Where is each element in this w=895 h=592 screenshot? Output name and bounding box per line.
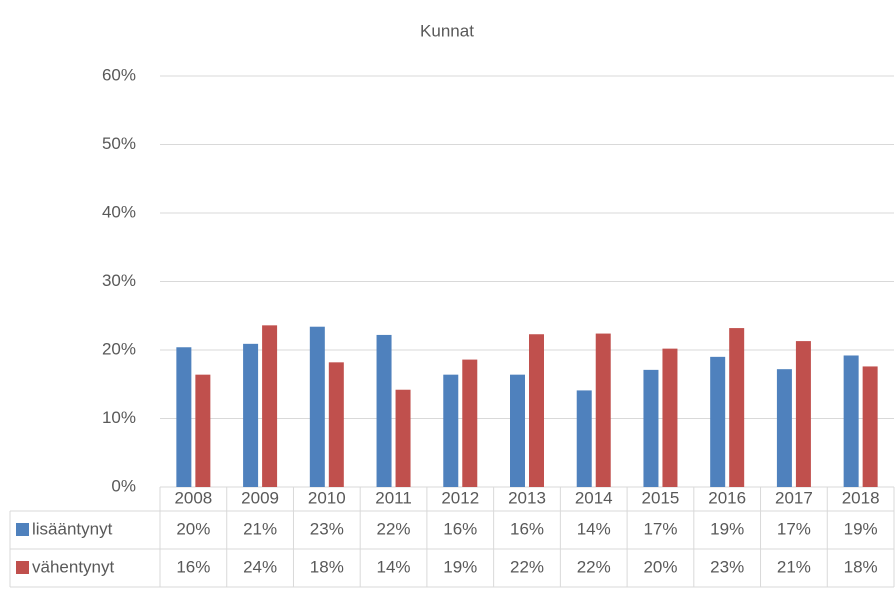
table-value: 21% — [243, 519, 277, 538]
legend-key — [16, 561, 29, 574]
bar — [776, 369, 792, 487]
y-tick-label: 40% — [102, 202, 136, 221]
y-tick-label: 50% — [102, 134, 136, 153]
table-value: 23% — [710, 557, 744, 576]
table-value: 22% — [577, 557, 611, 576]
y-tick-label: 30% — [102, 271, 136, 290]
bar — [309, 326, 325, 487]
bar — [662, 348, 678, 487]
x-tick-label: 2008 — [174, 488, 212, 507]
table-value: 22% — [510, 557, 544, 576]
table-value: 16% — [510, 519, 544, 538]
bar — [176, 347, 192, 487]
bar — [243, 343, 259, 487]
bar — [443, 374, 459, 487]
table-value: 14% — [577, 519, 611, 538]
y-tick-label: 20% — [102, 339, 136, 358]
bar — [595, 333, 611, 487]
table-value: 17% — [777, 519, 811, 538]
bar — [462, 359, 478, 487]
table-value: 20% — [176, 519, 210, 538]
table-value: 19% — [443, 557, 477, 576]
table-value: 23% — [310, 519, 344, 538]
x-tick-label: 2017 — [775, 488, 813, 507]
bar — [529, 334, 544, 487]
x-tick-label: 2009 — [241, 488, 279, 507]
bar — [576, 390, 592, 487]
bar — [328, 362, 344, 487]
table-value: 16% — [443, 519, 477, 538]
x-tick-label: 2015 — [642, 488, 680, 507]
legend-label: vähentynyt — [32, 557, 114, 576]
table-value: 19% — [710, 519, 744, 538]
bar — [395, 389, 411, 487]
bar — [195, 374, 211, 487]
y-tick-label: 0% — [111, 476, 136, 495]
x-tick-label: 2011 — [375, 488, 412, 507]
bar — [510, 374, 525, 487]
x-tick-label: 2018 — [842, 488, 880, 507]
bar — [729, 328, 745, 487]
y-tick-label: 10% — [102, 408, 136, 427]
bar — [376, 334, 392, 487]
x-tick-label: 2012 — [441, 488, 479, 507]
bar — [710, 356, 726, 487]
bar — [862, 366, 878, 487]
table-value: 24% — [243, 557, 277, 576]
table-value: 21% — [777, 557, 811, 576]
legend-label: lisääntynyt — [32, 519, 113, 538]
table-value: 19% — [844, 519, 878, 538]
bar — [843, 355, 859, 487]
table-value: 20% — [643, 557, 677, 576]
table-value: 17% — [643, 519, 677, 538]
table-value: 14% — [377, 557, 411, 576]
y-tick-label: 60% — [102, 65, 136, 84]
table-value: 18% — [844, 557, 878, 576]
x-tick-label: 2010 — [308, 488, 346, 507]
table-value: 22% — [377, 519, 411, 538]
table-value: 16% — [176, 557, 210, 576]
bar — [262, 325, 278, 487]
legend-key — [16, 523, 29, 536]
bar — [795, 341, 811, 487]
x-tick-label: 2013 — [508, 488, 546, 507]
table-value: 18% — [310, 557, 344, 576]
x-tick-label: 2014 — [575, 488, 613, 507]
chart-title: Kunnat — [420, 21, 474, 40]
x-tick-label: 2016 — [708, 488, 746, 507]
bar — [643, 369, 659, 487]
